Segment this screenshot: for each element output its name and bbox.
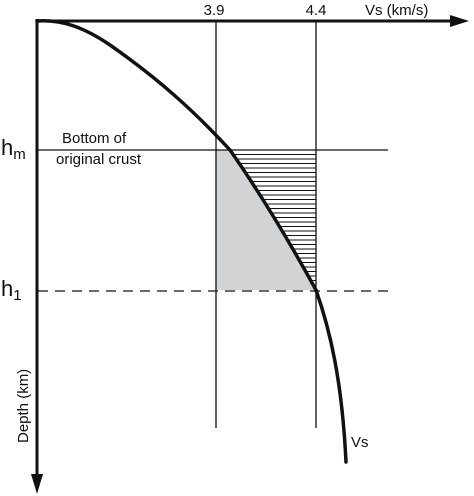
depth-mark-h1-main: h xyxy=(1,276,13,301)
y-axis-label: Depth (km) xyxy=(15,369,32,443)
curve-label-vs: Vs xyxy=(351,434,369,451)
depth-mark-h1: h1 xyxy=(1,276,22,304)
x-axis-label: Vs (km/s) xyxy=(365,2,428,19)
depth-mark-hm: hm xyxy=(1,135,26,163)
depth-axis-arrowhead xyxy=(31,474,43,494)
vs-axis-arrowhead xyxy=(450,15,469,27)
tick-label-3.9: 3.9 xyxy=(204,2,225,19)
depth-mark-hm-sub: m xyxy=(13,146,26,163)
crust-annotation-line1: Bottom of xyxy=(62,130,127,147)
vs-curve xyxy=(35,18,348,464)
tick-label-4.4: 4.4 xyxy=(306,2,327,19)
depth-mark-h1-sub: 1 xyxy=(13,287,21,304)
depth-mark-hm-main: h xyxy=(1,135,13,160)
shaded-region xyxy=(216,150,316,290)
crust-annotation-line2: original crust xyxy=(56,151,142,168)
